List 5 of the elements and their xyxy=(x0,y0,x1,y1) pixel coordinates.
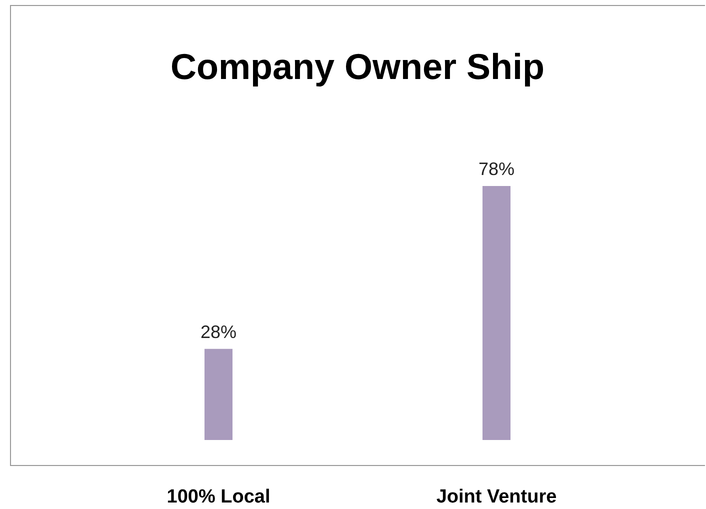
data-label: 28% xyxy=(200,322,237,342)
data-label: 78% xyxy=(478,159,515,179)
chart-title: Company Owner Ship xyxy=(170,46,545,87)
x-tick-label: 100% Local xyxy=(166,486,270,508)
x-tick-label: Joint Venture xyxy=(436,486,557,508)
